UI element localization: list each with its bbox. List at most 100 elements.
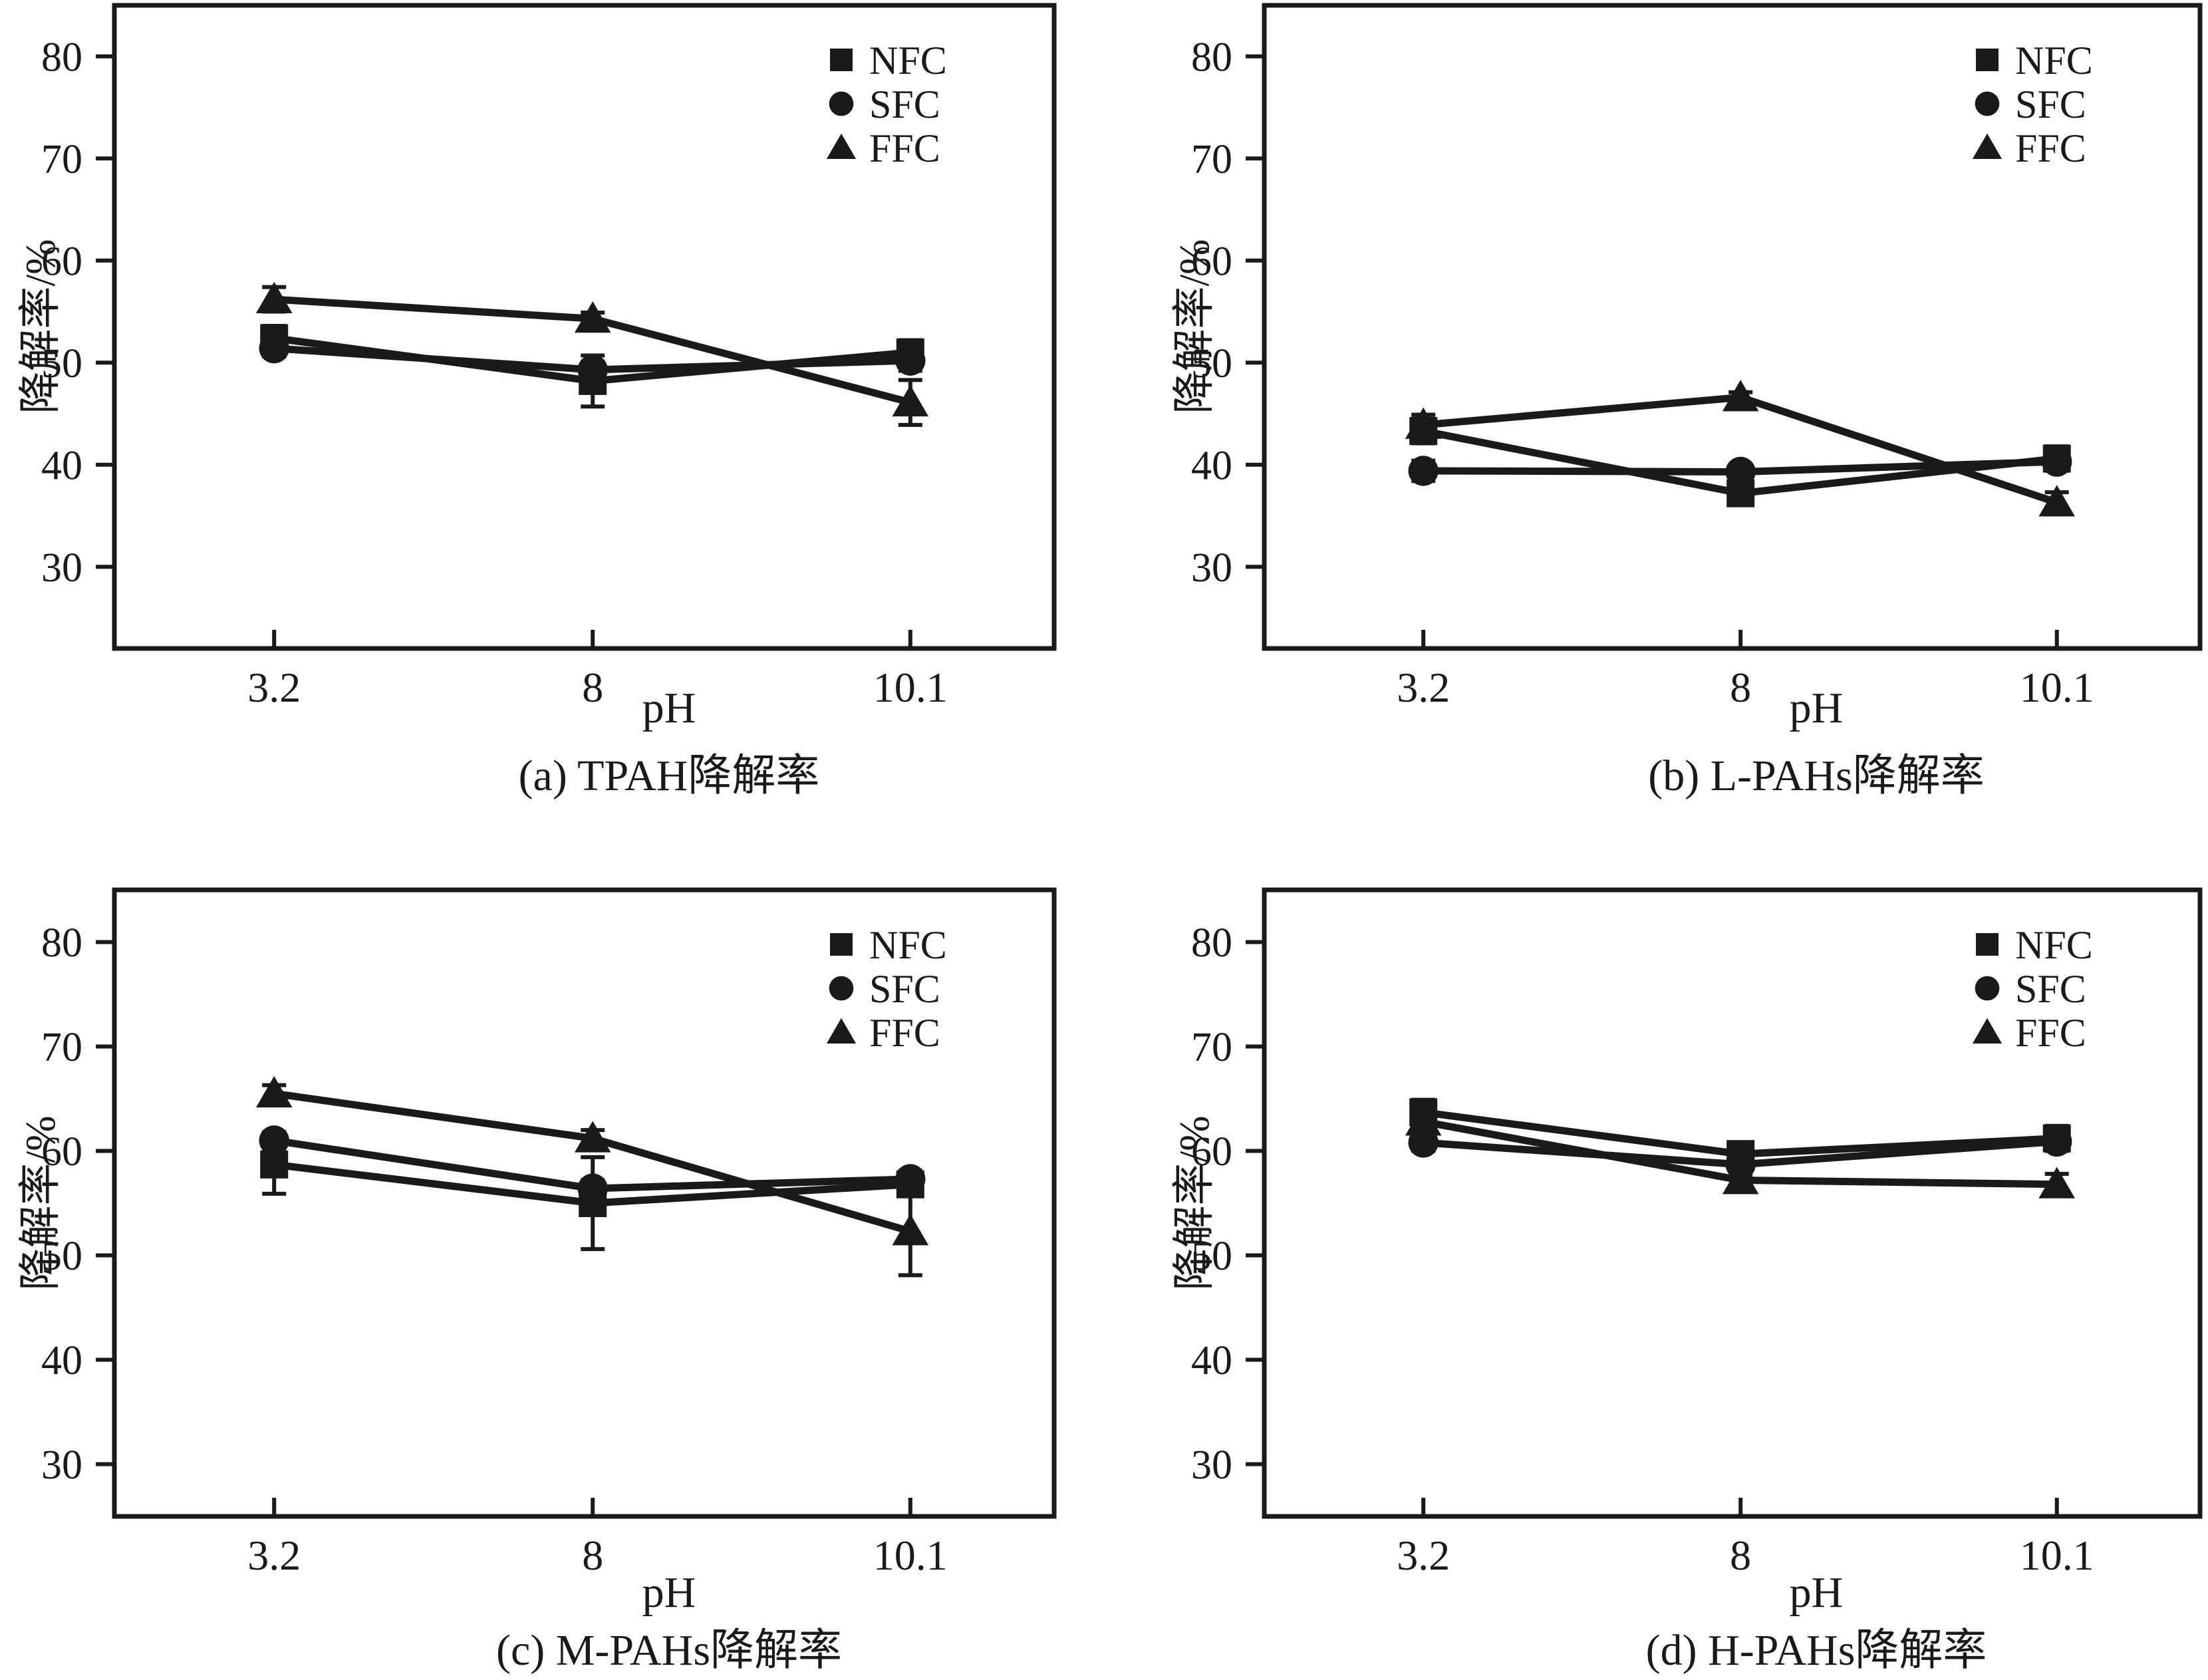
x-tick-label: 8 [582, 664, 603, 711]
panel-m-pahs: 30 40 50 60 70 80 3.2 8 10.1 NFC SFC FFC 降解率/% pH (… [0, 840, 1104, 1680]
panel-h-pahs: 30 40 50 60 70 80 3.2 8 10.1 NFC SFC FFC 降解率/% pH (… [1104, 840, 2208, 1680]
legend-label-ffc: FFC [869, 1011, 940, 1055]
y-tick-label: 60 [41, 1129, 82, 1175]
y-tick-label: 40 [1191, 443, 1232, 488]
panel-l-pahs: 30 40 50 60 70 80 3.2 8 10.1 NFC SFC FFC 降解率/% pH (… [1104, 0, 2208, 840]
x-axis-label: pH [1789, 684, 1844, 732]
x-tick-label: 8 [1730, 1532, 1751, 1579]
y-tick-label: 40 [1191, 1338, 1232, 1383]
legend-square-icon [1976, 933, 1999, 956]
panel-caption-b: (b) L-PAHs降解率 [1648, 752, 1985, 800]
triangle-marker-ffc [892, 1214, 929, 1246]
legend-label-ffc: FFC [2015, 126, 2086, 170]
triangle-marker-ffc [1722, 380, 1759, 412]
y-axis-label: 降解率/% [17, 1115, 64, 1291]
triangle-marker-ffc [1405, 407, 1442, 439]
circle-marker-sfc [1408, 456, 1439, 486]
y-axis-label: 降解率/% [17, 239, 64, 414]
triangle-marker-ffc [574, 301, 611, 333]
y-tick-label: 80 [1191, 920, 1232, 966]
y-tick-label: 40 [41, 443, 82, 488]
circle-marker-sfc [895, 1164, 926, 1194]
triangle-marker-ffc [2038, 485, 2076, 517]
x-tick-label: 10.1 [2020, 1532, 2094, 1579]
triangle-marker-ffc [892, 384, 929, 417]
legend-label-sfc: SFC [869, 967, 940, 1011]
legend-circle-icon [829, 91, 854, 116]
legend-label-ffc: FFC [2015, 1011, 2086, 1055]
y-tick-label: 70 [41, 1025, 82, 1070]
y-tick-label: 30 [41, 1443, 82, 1488]
y-tick-label: 80 [41, 35, 82, 80]
circle-marker-sfc [1725, 456, 1756, 488]
triangle-marker-ffc [574, 1121, 611, 1153]
plot-box [1262, 3, 2203, 651]
y-tick-label: 60 [1191, 239, 1232, 284]
x-tick-label: 10.1 [2020, 664, 2094, 711]
legend-square-icon [830, 49, 853, 71]
y-tick-label: 50 [41, 341, 82, 386]
x-tick-label: 3.2 [247, 1532, 301, 1579]
legend-circle-icon [829, 976, 854, 1001]
legend-circle-icon [1975, 91, 2000, 116]
panel-caption-d: (d) H-PAHs降解率 [1645, 1626, 1987, 1675]
plot-box [112, 887, 1057, 1519]
legend-triangle-icon [1972, 1018, 2002, 1044]
legend-label-nfc: NFC [869, 39, 947, 82]
x-tick-label: 10.1 [873, 664, 948, 711]
triangle-marker-ffc [1722, 1163, 1759, 1194]
circle-marker-sfc [577, 354, 608, 385]
circle-marker-sfc [895, 345, 926, 376]
legend-triangle-icon [826, 133, 857, 159]
circle-marker-sfc [577, 1173, 608, 1204]
legend-label-nfc: NFC [869, 923, 947, 967]
legend-triangle-icon [826, 1018, 857, 1044]
x-tick-label: 8 [582, 1532, 603, 1579]
y-axis-label: 降解率/% [1171, 1115, 1218, 1291]
triangle-marker-ffc [255, 1075, 293, 1108]
y-tick-label: 60 [41, 239, 82, 284]
y-tick-label: 80 [1191, 35, 1232, 80]
triangle-marker-ffc [255, 281, 293, 314]
legend-label-sfc: SFC [2015, 967, 2086, 1011]
x-tick-label: 10.1 [873, 1532, 948, 1579]
y-tick-label: 70 [1191, 1025, 1232, 1070]
circle-marker-sfc [2042, 446, 2072, 477]
plot-box [112, 3, 1057, 651]
x-axis-label: pH [1789, 1568, 1844, 1617]
panel-caption-a: (a) TPAH降解率 [518, 752, 820, 800]
legend-label-sfc: SFC [2015, 82, 2086, 126]
plot-box [1262, 887, 2203, 1519]
triangle-marker-ffc [2038, 1167, 2076, 1198]
y-tick-label: 80 [41, 920, 82, 966]
y-tick-label: 40 [41, 1338, 82, 1383]
panel-tpah: 30 40 50 60 70 80 3.2 8 10.1 NFC SFC FFC 降解率/% pH (… [0, 0, 1104, 840]
panel-caption-c: (c) M-PAHs降解率 [495, 1626, 843, 1675]
legend-square-icon [1976, 49, 1999, 71]
x-tick-label: 3.2 [247, 664, 301, 711]
x-tick-label: 3.2 [1397, 664, 1450, 711]
legend-label-sfc: SFC [869, 82, 940, 126]
circle-marker-sfc [259, 1125, 289, 1156]
legend-triangle-icon [1972, 133, 2002, 159]
circle-marker-sfc [2042, 1126, 2072, 1157]
legend-label-nfc: NFC [2015, 39, 2093, 82]
y-tick-label: 30 [1191, 1443, 1232, 1488]
y-tick-label: 60 [1191, 1129, 1232, 1175]
x-axis-label: pH [642, 1568, 696, 1617]
y-tick-label: 50 [1191, 341, 1232, 386]
y-tick-label: 50 [41, 1234, 82, 1279]
triangle-marker-ffc [1405, 1104, 1442, 1136]
x-axis-label: pH [642, 684, 696, 732]
legend-circle-icon [1975, 976, 2000, 1001]
circle-marker-sfc [259, 333, 289, 364]
legend-label-ffc: FFC [869, 126, 940, 170]
y-tick-label: 30 [41, 545, 82, 591]
legend-label-nfc: NFC [2015, 923, 2093, 967]
y-axis-label: 降解率/% [1171, 239, 1218, 414]
y-tick-label: 70 [41, 137, 82, 182]
